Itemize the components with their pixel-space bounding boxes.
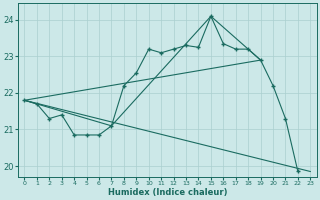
X-axis label: Humidex (Indice chaleur): Humidex (Indice chaleur) [108,188,227,197]
